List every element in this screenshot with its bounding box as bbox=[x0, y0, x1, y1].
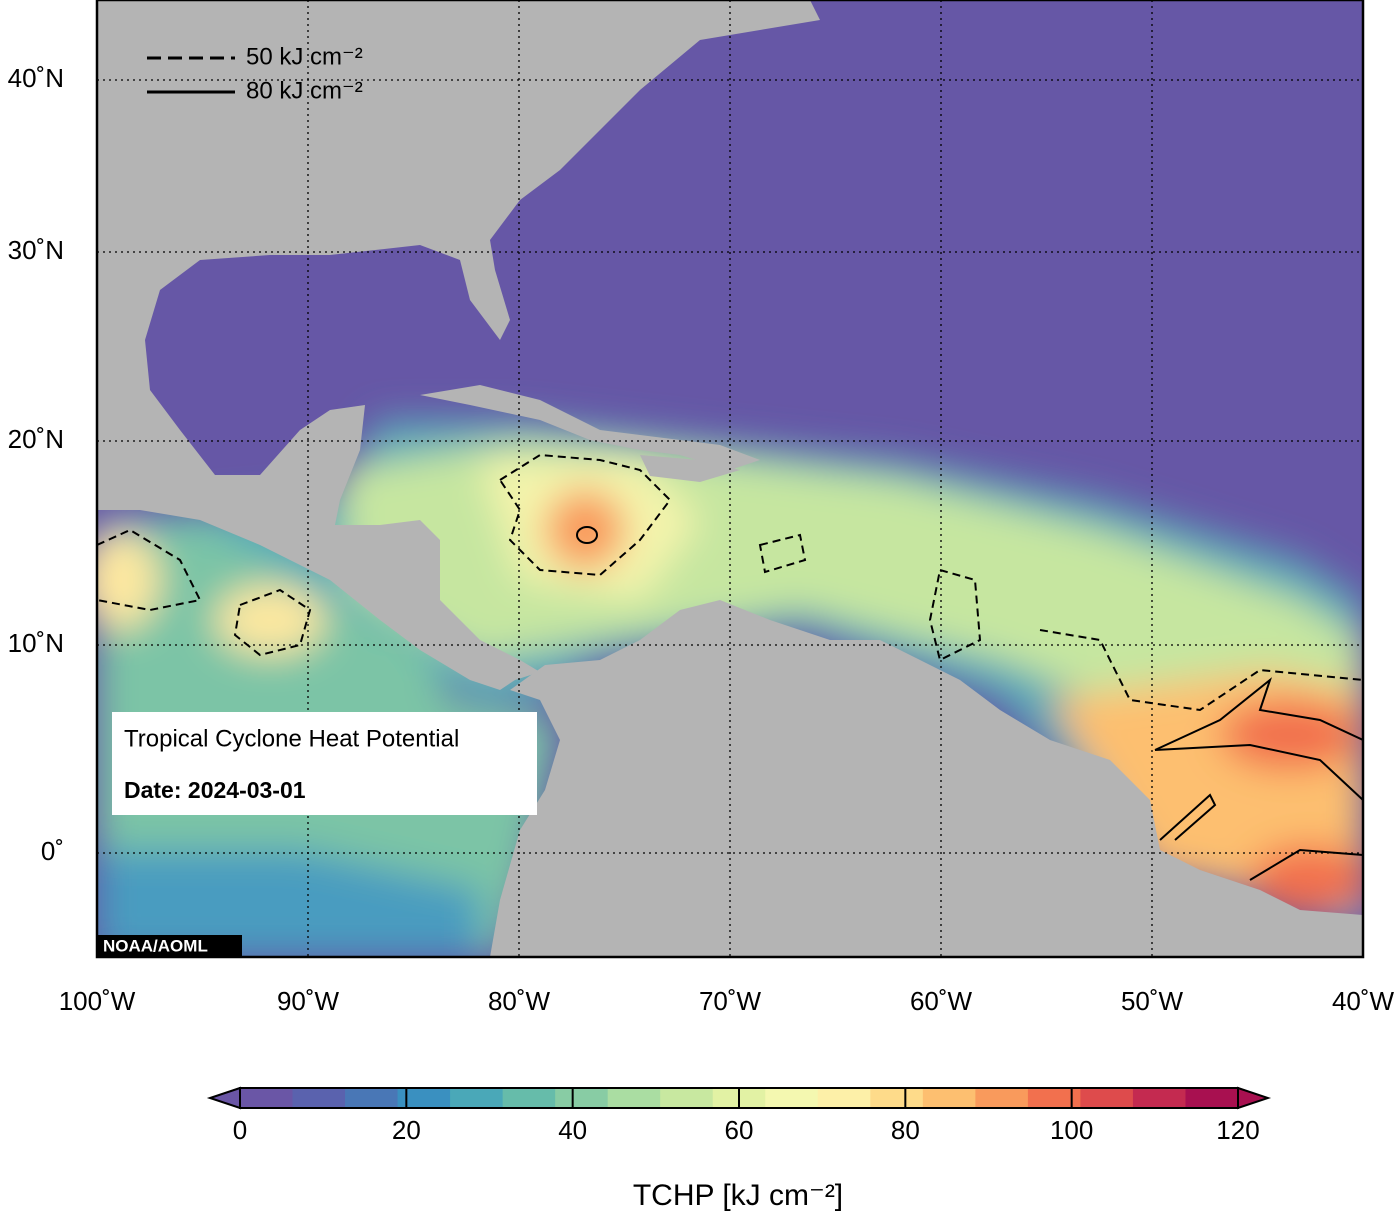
colorbar: 0 20 40 60 80 100 120 bbox=[206, 1086, 1272, 1145]
land bbox=[97, 0, 1363, 957]
cuba bbox=[420, 385, 760, 470]
colorbar-swatch bbox=[555, 1088, 609, 1108]
date: Date: 2024-03-01 bbox=[124, 777, 306, 803]
north-central-america bbox=[97, 0, 820, 690]
lat-tick-label: 30˚N bbox=[8, 235, 64, 265]
map-frame bbox=[95, 0, 1365, 959]
south-america bbox=[490, 600, 1363, 957]
colorbar-arrow-low bbox=[206, 1086, 241, 1110]
lon-tick-label: 70˚W bbox=[699, 986, 762, 1016]
colorbar-swatch bbox=[607, 1088, 661, 1108]
colorbar-swatch bbox=[292, 1088, 346, 1108]
colorbar-tick-label: 80 bbox=[891, 1115, 920, 1145]
colorbar-swatch bbox=[1027, 1088, 1081, 1108]
lon-tick-label: 60˚W bbox=[910, 986, 973, 1016]
colorbar-swatch bbox=[1132, 1088, 1186, 1108]
gridlines bbox=[97, 0, 1363, 957]
credit-box bbox=[97, 935, 242, 957]
lon-tick-label: 90˚W bbox=[277, 986, 340, 1016]
credit: NOAA/AOML bbox=[103, 936, 208, 955]
title: Tropical Cyclone Heat Potential bbox=[124, 725, 459, 752]
lon-tick-label: 50˚W bbox=[1121, 986, 1184, 1016]
colorbar-swatch bbox=[922, 1088, 976, 1108]
lat-tick-label: 0˚ bbox=[41, 836, 64, 866]
title-box bbox=[112, 712, 537, 815]
lat-tick-label: 10˚N bbox=[8, 628, 64, 658]
colorbar-tick-label: 40 bbox=[558, 1115, 587, 1145]
colorbar-swatch bbox=[502, 1088, 556, 1108]
map-area bbox=[97, 0, 1363, 957]
lon-tick-label: 100˚W bbox=[59, 986, 136, 1016]
hispaniola bbox=[640, 455, 740, 482]
legend-label: 80 kJ cm⁻² bbox=[246, 77, 363, 104]
colorbar-tick-label: 120 bbox=[1216, 1115, 1259, 1145]
colorbar-swatch bbox=[240, 1088, 294, 1108]
colorbar-tick-label: 100 bbox=[1050, 1115, 1093, 1145]
colorbar-swatch bbox=[1185, 1088, 1239, 1108]
colorbar-tick-label: 20 bbox=[392, 1115, 421, 1145]
colorbar-swatch bbox=[870, 1088, 924, 1108]
lat-tick-label: 20˚N bbox=[8, 424, 64, 454]
colorbar-tick-label: 60 bbox=[725, 1115, 754, 1145]
colorbar-swatch bbox=[397, 1088, 451, 1108]
colorbar-swatch bbox=[975, 1088, 1029, 1108]
legend: 50 kJ cm⁻² 80 kJ cm⁻² bbox=[147, 43, 363, 104]
lon-tick-label: 40˚W bbox=[1332, 986, 1395, 1016]
colorbar-arrow-high bbox=[1237, 1086, 1272, 1110]
lon-tick-label: 80˚W bbox=[488, 986, 551, 1016]
contours bbox=[97, 453, 1363, 881]
colorbar-tick-label: 0 bbox=[233, 1115, 247, 1145]
colorbar-swatch bbox=[817, 1088, 871, 1108]
colorbar-swatch bbox=[660, 1088, 714, 1108]
colorbar-swatch bbox=[345, 1088, 399, 1108]
colorbar-swatch bbox=[450, 1088, 504, 1108]
legend-label: 50 kJ cm⁻² bbox=[246, 43, 363, 70]
lat-tick-label: 40˚N bbox=[8, 63, 64, 93]
colorbar-label: TCHP [kJ cm⁻²] bbox=[633, 1179, 843, 1212]
colorbar-swatch bbox=[1080, 1088, 1134, 1108]
colorbar-swatch bbox=[765, 1088, 819, 1108]
